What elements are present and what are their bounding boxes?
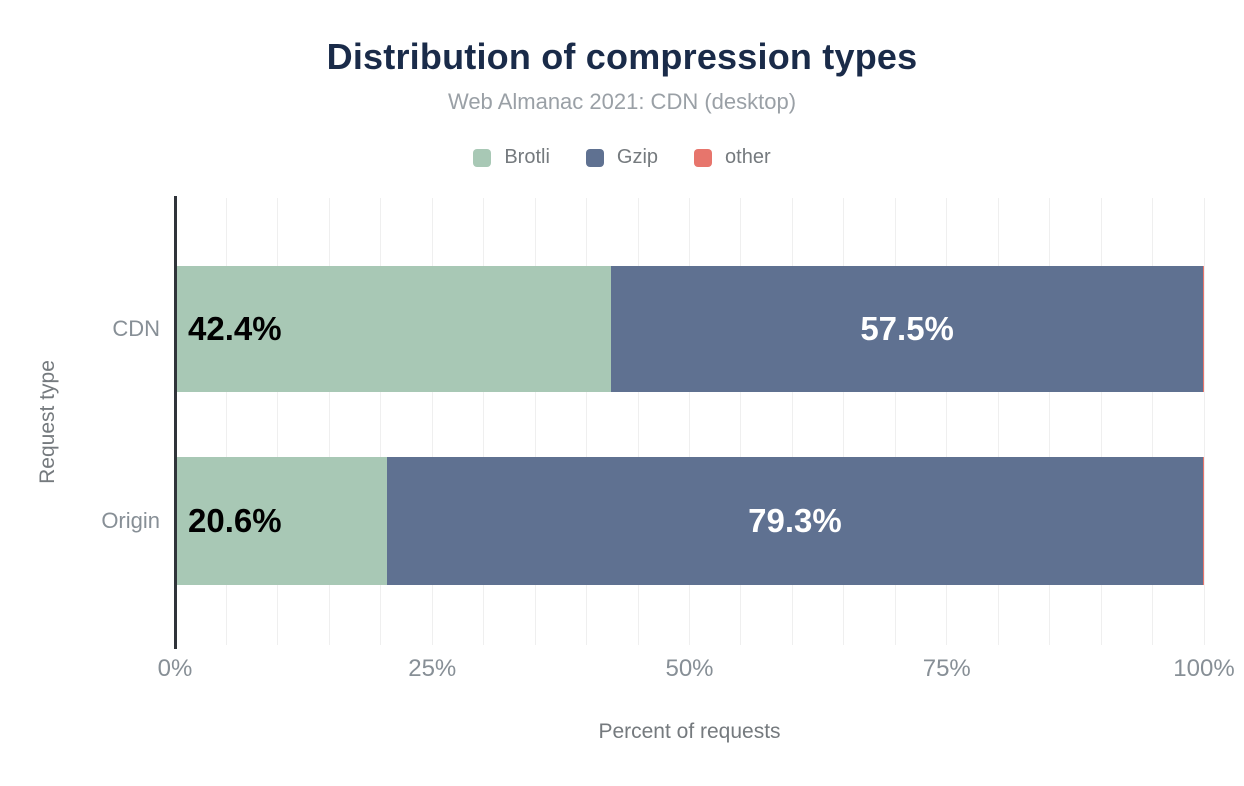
x-gridline-90 — [1100, 198, 1102, 645]
bar-segment-origin-brotli: 20.6% — [175, 457, 387, 585]
x-axis-ticks: 0% 25% 50% 75% 100% — [158, 655, 1235, 685]
x-tick-25: 25% — [408, 655, 457, 682]
legend-swatch-other — [694, 148, 713, 167]
bar-segment-cdn-gzip: 57.5% — [611, 266, 1203, 392]
x-tick-100: 100% — [1173, 655, 1235, 682]
x-gridline-45 — [637, 198, 639, 645]
x-tick-50: 50% — [665, 655, 714, 682]
x-gridline-60 — [791, 198, 793, 645]
x-gridline-40 — [586, 198, 588, 645]
bar-row-origin: 20.6% 79.3% — [175, 457, 1204, 585]
legend-item-gzip: Gzip — [585, 146, 659, 169]
x-gridline-10 — [277, 198, 279, 645]
chart-title: Distribution of compression types — [326, 36, 918, 77]
x-tick-0: 0% — [157, 655, 193, 682]
x-gridline-30 — [483, 198, 485, 645]
x-gridline-80 — [997, 198, 999, 645]
bar-value-label-cdn-brotli: 42.4% — [188, 310, 282, 347]
x-axis-title: Percent of requests — [598, 720, 781, 743]
legend-label-gzip: Gzip — [616, 146, 659, 168]
x-gridline-75 — [946, 198, 948, 645]
legend-swatch-gzip — [585, 148, 604, 167]
x-gridline-15 — [328, 198, 330, 645]
plot-area: 42.4% 57.5% 20.6% 79.3% — [173, 196, 1205, 649]
x-gridline-20 — [380, 198, 382, 645]
legend-label-other: other — [725, 146, 771, 168]
x-gridline-70 — [894, 198, 896, 645]
x-gridline-85 — [1049, 198, 1051, 645]
bar-segment-origin-other — [1202, 457, 1204, 585]
x-gridline-50 — [689, 198, 690, 645]
x-gridline-25 — [431, 198, 433, 645]
bar-value-label-origin-brotli: 20.6% — [188, 502, 282, 539]
bar-segment-cdn-other — [1202, 266, 1204, 392]
x-gridline-65 — [843, 198, 845, 645]
x-gridline-55 — [740, 198, 742, 645]
chart-subtitle: Web Almanac 2021: CDN (desktop) — [447, 89, 797, 114]
bar-segment-cdn-brotli: 42.4% — [175, 266, 612, 392]
category-label-cdn: CDN — [112, 316, 160, 341]
x-gridline-35 — [534, 198, 536, 645]
legend-swatch-brotli — [473, 148, 492, 167]
x-gridline-100 — [1203, 198, 1205, 645]
x-tick-75: 75% — [922, 655, 971, 682]
category-label-origin: Origin — [101, 508, 160, 533]
bar-value-label-cdn-gzip: 57.5% — [860, 310, 954, 347]
bar-segment-origin-gzip: 79.3% — [386, 457, 1203, 585]
y-axis-line — [173, 196, 177, 649]
category-axis: CDN Origin — [0, 198, 175, 645]
legend-label-brotli: Brotli — [504, 146, 550, 168]
legend-item-brotli: Brotli — [473, 146, 550, 169]
bar-row-cdn: 42.4% 57.5% — [175, 266, 1204, 392]
legend: Brotli Gzip other — [0, 146, 1244, 169]
bar-value-label-origin-gzip: 79.3% — [748, 502, 842, 539]
x-gridline-95 — [1152, 198, 1154, 645]
legend-item-other: other — [694, 146, 771, 169]
x-gridline-5 — [225, 198, 227, 645]
